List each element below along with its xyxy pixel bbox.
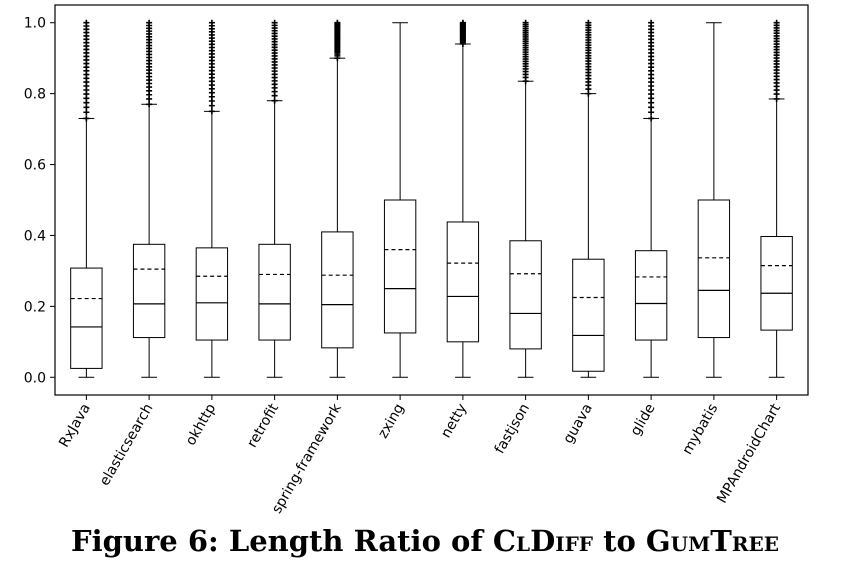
x-tick-label: spring-framework	[269, 400, 345, 516]
outlier-marker	[334, 19, 341, 26]
outlier-marker	[83, 115, 90, 122]
outlier-marker	[773, 19, 780, 26]
x-tick-label: mybatis	[679, 401, 721, 458]
outlier-marker	[271, 19, 278, 26]
x-tick-label: glide	[628, 401, 659, 439]
box	[697, 199, 731, 339]
outlier-marker	[83, 19, 90, 26]
box	[70, 267, 103, 369]
box	[321, 231, 354, 349]
caption-middle: to	[592, 524, 646, 558]
box	[446, 221, 480, 343]
outlier-marker	[208, 108, 215, 115]
x-tick-label: netty	[438, 401, 470, 441]
box	[195, 247, 229, 341]
box	[572, 258, 605, 372]
x-tick-label: retrofit	[244, 401, 282, 451]
outlier-marker	[146, 19, 153, 26]
box	[383, 199, 417, 334]
caption-prefix: Figure 6: Length Ratio of	[71, 524, 493, 558]
caption-tool-a: ClDiff	[492, 524, 593, 558]
outlier-marker	[648, 115, 655, 122]
y-tick-label: 0.8	[24, 87, 46, 103]
box	[258, 243, 291, 341]
outlier-marker	[648, 19, 655, 26]
x-tick-label: fastjson	[492, 401, 533, 457]
outlier-marker	[585, 19, 592, 26]
box	[132, 243, 166, 339]
y-tick-label: 0.6	[24, 158, 46, 174]
outlier-marker	[459, 19, 466, 26]
x-tick-label: guava	[560, 401, 595, 446]
box	[634, 250, 668, 341]
outlier-marker	[271, 97, 278, 104]
outlier-marker	[522, 19, 529, 26]
box	[760, 236, 793, 331]
plot-frame	[54, 4, 809, 396]
box	[509, 240, 542, 350]
y-tick-label: 0.2	[24, 299, 46, 315]
y-tick-label: 0.4	[24, 228, 46, 244]
x-tick-label: elasticsearch	[97, 401, 157, 489]
x-tick-label: zxing	[375, 401, 408, 441]
x-tick-label: MPAndroidChart	[714, 401, 784, 507]
outlier-marker	[208, 19, 215, 26]
y-tick-label: 0.0	[24, 370, 46, 386]
x-tick-label: RxJava	[56, 401, 94, 450]
x-tick-label: okhttp	[183, 401, 220, 448]
outlier-marker	[146, 101, 153, 108]
y-tick-label: 1.0	[24, 16, 46, 32]
figure-caption: Figure 6: Length Ratio of ClDiff to GumT…	[0, 524, 850, 558]
caption-tool-b: GumTree	[645, 524, 779, 558]
